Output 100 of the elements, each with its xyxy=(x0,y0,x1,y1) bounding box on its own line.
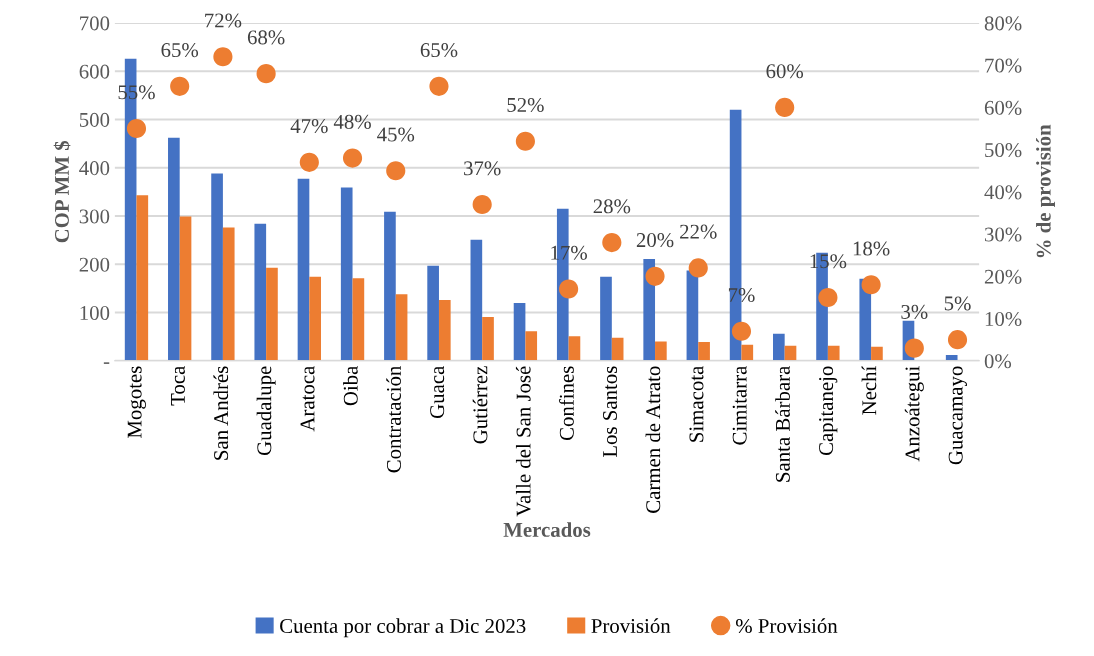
point xyxy=(904,338,924,358)
y2-tick-label: 50% xyxy=(985,143,1022,158)
x-tick-label: Santa Bárbara xyxy=(775,365,790,482)
point xyxy=(256,64,276,84)
x-tick-label: Valle del San José xyxy=(515,366,531,517)
x-tick-label: Guadalupe xyxy=(256,366,276,456)
bar xyxy=(482,316,494,361)
x-tick-label: Contratación xyxy=(386,365,401,473)
bar xyxy=(266,267,278,361)
data-label: 20% xyxy=(636,233,674,248)
data-label: 52% xyxy=(507,97,544,113)
bar xyxy=(211,173,223,361)
point xyxy=(602,232,622,253)
bar xyxy=(600,276,612,361)
x-tick-label: Los Santos xyxy=(603,366,618,458)
y-tick-label: 100 xyxy=(80,305,110,320)
bar xyxy=(340,187,353,361)
bar xyxy=(438,299,451,361)
data-label: 48% xyxy=(333,114,371,129)
x-tick-label: Mogotes xyxy=(127,366,146,438)
bar xyxy=(395,294,408,361)
y-axis-title: COP MM $ xyxy=(53,140,71,243)
x-tick-label: Toca xyxy=(171,365,185,406)
bar xyxy=(179,216,192,361)
point xyxy=(645,266,665,286)
point xyxy=(775,97,795,117)
x-tick-label: Oiba xyxy=(343,365,358,406)
y-tick-label: 500 xyxy=(79,112,110,127)
y2-tick-label: 30% xyxy=(984,227,1022,242)
data-label: 65% xyxy=(420,43,458,58)
y-tick-label: 300 xyxy=(79,209,110,224)
y2-tick-label: 0% xyxy=(984,354,1012,369)
x-tick-label: Guacamayo xyxy=(948,366,967,465)
x-tick-label: Guaca xyxy=(430,365,445,419)
point xyxy=(170,76,190,96)
x-tick-label: Capitanejo xyxy=(819,366,838,456)
bar xyxy=(427,265,439,361)
data-label: 5% xyxy=(944,296,971,311)
y-tick-label: 200 xyxy=(79,257,110,272)
y2-tick-label: 70% xyxy=(985,58,1022,73)
y-tick-label: 700 xyxy=(80,16,110,31)
point xyxy=(818,287,838,308)
bar xyxy=(513,302,526,361)
data-label: 65% xyxy=(161,43,199,58)
point xyxy=(213,47,233,67)
bar xyxy=(698,341,710,361)
y2-tick-label: 10% xyxy=(985,311,1022,327)
data-label: 72% xyxy=(205,13,242,28)
bar xyxy=(309,276,321,361)
point xyxy=(472,194,492,215)
point xyxy=(429,76,449,96)
bar xyxy=(136,195,149,361)
data-label: 60% xyxy=(766,64,804,79)
point xyxy=(386,161,406,181)
data-label: 3% xyxy=(901,304,928,319)
point xyxy=(342,148,363,168)
point xyxy=(559,279,579,299)
bar xyxy=(741,344,754,361)
point xyxy=(861,275,881,295)
bar xyxy=(384,211,396,361)
x-tick-label: Confines xyxy=(558,366,574,441)
data-label: 18% xyxy=(853,241,890,256)
y-tick-label: 400 xyxy=(79,161,110,176)
bar xyxy=(254,223,267,361)
point xyxy=(126,118,147,139)
x-tick-label: Aratoca xyxy=(300,365,315,432)
x-tick-label: Nechí xyxy=(861,365,877,415)
bar xyxy=(871,346,883,361)
bar xyxy=(773,333,785,361)
legend-label: % Provisión xyxy=(735,618,838,634)
bar xyxy=(297,178,310,361)
bar xyxy=(611,337,624,361)
x-tick-label: Carmen de Atrato xyxy=(645,366,661,513)
y2-tick-label: 20% xyxy=(984,269,1022,284)
x-tick-label: San Andrés xyxy=(213,366,229,460)
point xyxy=(947,330,968,350)
y2-tick-label: 60% xyxy=(984,100,1022,115)
point xyxy=(688,258,708,278)
x-tick-label: Anzoátegui xyxy=(904,366,924,462)
x-tick-label: Gutiérrez xyxy=(472,366,488,444)
point xyxy=(515,131,535,151)
data-label: 47% xyxy=(290,119,328,134)
bar xyxy=(470,239,483,361)
data-label: 37% xyxy=(464,161,501,176)
bar xyxy=(352,278,365,361)
y2-tick-label: 80% xyxy=(984,16,1022,31)
x-tick-label: Cimitarra xyxy=(732,365,747,445)
y-tick-label: - xyxy=(103,362,110,364)
x-tick-label: Simacota xyxy=(689,365,704,442)
point xyxy=(731,321,752,341)
data-label: 45% xyxy=(377,127,415,142)
data-label: 68% xyxy=(247,30,285,45)
bar xyxy=(827,345,840,361)
bar xyxy=(168,137,180,361)
bar xyxy=(525,331,538,361)
point xyxy=(299,152,319,172)
x-axis-title: Mercados xyxy=(503,522,591,537)
legend-label: Provisión xyxy=(591,618,671,634)
y2-tick-label: 40% xyxy=(984,185,1022,200)
bar xyxy=(222,227,235,361)
